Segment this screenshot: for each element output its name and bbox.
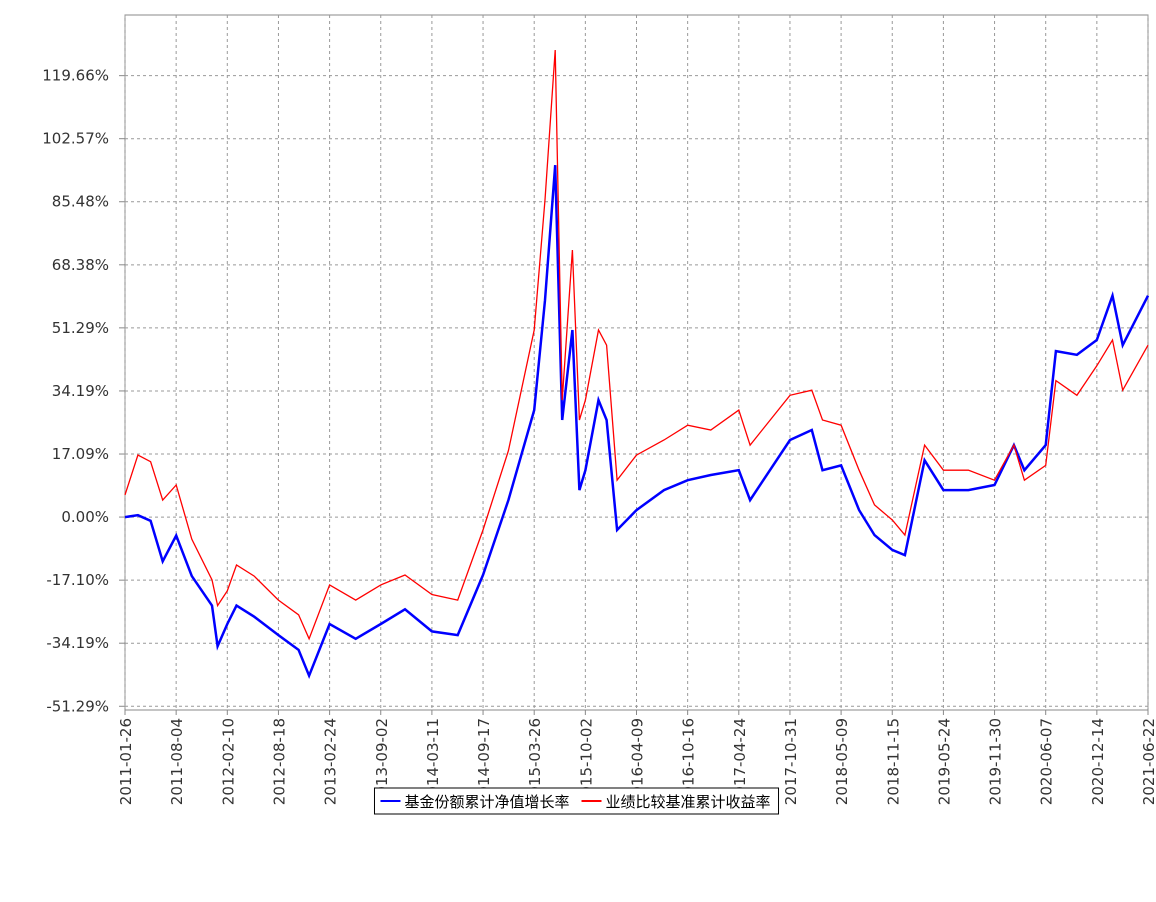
y-tick-label: -34.19% bbox=[46, 634, 109, 652]
x-tick-label: 2012-02-10 bbox=[219, 718, 237, 805]
y-tick-label: 17.09% bbox=[52, 445, 109, 463]
y-tick-label: 68.38% bbox=[52, 256, 109, 274]
x-tick-label: 2015-03-26 bbox=[526, 718, 544, 805]
x-tick-label: 2011-01-26 bbox=[117, 718, 135, 805]
x-tick-label: 2018-05-09 bbox=[833, 718, 851, 805]
x-tick-label: 2018-11-15 bbox=[884, 718, 902, 805]
y-tick-label: 34.19% bbox=[52, 382, 109, 400]
series-line bbox=[124, 49, 1149, 641]
x-tick-label: 2016-10-16 bbox=[680, 718, 698, 805]
y-tick-label: 0.00% bbox=[61, 508, 109, 526]
legend-box bbox=[373, 787, 780, 815]
x-tick-label: 2014-09-17 bbox=[475, 718, 493, 805]
x-tick-label: 2020-06-07 bbox=[1038, 718, 1056, 805]
x-tick-label: 2016-04-09 bbox=[629, 718, 647, 805]
y-tick-label: -51.29% bbox=[46, 697, 109, 715]
x-tick-label: 2012-08-18 bbox=[270, 718, 288, 805]
y-tick-label: 85.48% bbox=[52, 193, 109, 211]
y-tick-label: 102.57% bbox=[42, 130, 109, 148]
x-tick-label: 2017-10-31 bbox=[782, 718, 800, 805]
legend-label: 基金份额累计净值增长率 bbox=[404, 793, 569, 811]
x-tick-label: 2017-04-24 bbox=[731, 718, 749, 805]
y-tick-label: 119.66% bbox=[42, 67, 109, 85]
x-tick-label: 2020-12-14 bbox=[1089, 718, 1107, 805]
series-line bbox=[124, 165, 1150, 680]
legend: 基金份额累计净值增长率 业绩比较基准累计收益率 bbox=[373, 787, 780, 815]
x-tick-label: 2013-02-24 bbox=[322, 718, 340, 805]
y-tick-label: -17.10% bbox=[46, 571, 109, 589]
x-tick-label: 2013-09-02 bbox=[373, 718, 391, 805]
x-tick-label: 2011-08-04 bbox=[168, 718, 186, 805]
x-tick-label: 2015-10-02 bbox=[577, 718, 595, 805]
x-tick-label: 2019-05-24 bbox=[935, 718, 953, 805]
legend-label: 业绩比较基准累计收益率 bbox=[606, 793, 771, 811]
x-tick-label: 2014-03-11 bbox=[424, 718, 442, 805]
y-tick-label: 51.29% bbox=[52, 319, 109, 337]
x-tick-label: 2021-06-22 bbox=[1140, 718, 1156, 805]
x-tick-label: 2019-11-30 bbox=[987, 718, 1005, 805]
